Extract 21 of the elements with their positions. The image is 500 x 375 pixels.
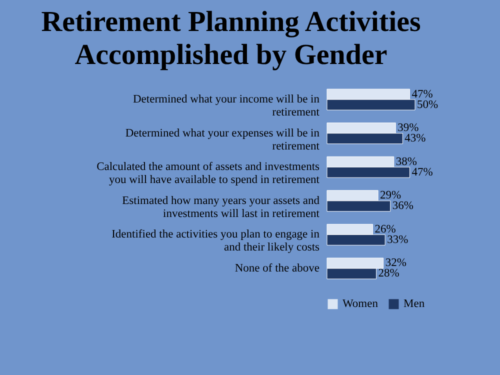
chart-title: Retirement Planning Activities Accomplished by Gender xyxy=(41,6,421,71)
y-tick-label: Determined what your expenses will be in retirement xyxy=(125,127,320,152)
data-label: 39% xyxy=(398,122,420,134)
data-label: 28% xyxy=(378,268,400,280)
data-label: 43% xyxy=(404,132,426,145)
data-label: 32% xyxy=(385,257,407,270)
legend-label: Women xyxy=(342,298,378,310)
data-label: 47% xyxy=(412,88,434,100)
data-label: 50% xyxy=(417,98,438,111)
y-tick-label: Determined what your income will be in retirement xyxy=(132,94,320,119)
data-label: 33% xyxy=(387,234,409,246)
data-label: 38% xyxy=(396,156,418,168)
data-label: 47% xyxy=(412,166,434,178)
data-label: 26% xyxy=(374,223,396,236)
y-tick-label: None of the above xyxy=(234,262,320,274)
y-tick-label: Estimated how many years your assets and investments will last in retirement xyxy=(122,194,320,220)
y-tick-label: Calculated the amount of assets and investments you will have available to spend in retirement xyxy=(96,161,320,186)
data-label: 36% xyxy=(392,200,414,212)
legend-label: Men xyxy=(404,298,425,310)
y-tick-label: Identified the activities you plan to engage in and their likely costs xyxy=(112,228,320,254)
data-label: 29% xyxy=(380,190,402,202)
